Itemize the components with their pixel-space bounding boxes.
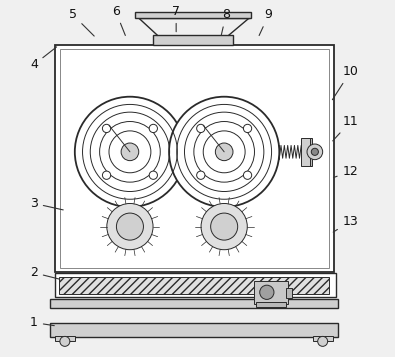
Text: 9: 9 [259,9,273,35]
Circle shape [318,336,328,346]
Bar [50,300,338,308]
Bar [254,281,288,304]
Circle shape [102,124,111,132]
Circle shape [211,213,238,240]
Circle shape [307,144,323,160]
Text: 1: 1 [30,316,54,329]
Circle shape [117,213,143,240]
Text: 10: 10 [332,65,358,100]
Circle shape [215,143,233,161]
Text: 12: 12 [333,165,358,178]
Circle shape [201,203,247,250]
Circle shape [75,97,185,207]
Text: 4: 4 [30,47,56,71]
Circle shape [149,171,158,179]
Circle shape [121,143,139,161]
Circle shape [149,124,158,132]
Text: 3: 3 [30,197,63,210]
Text: 13: 13 [333,215,358,232]
Bar [60,49,329,268]
Circle shape [243,171,252,179]
Bar [50,323,338,337]
Circle shape [169,97,279,207]
Bar [301,137,311,166]
Bar [256,302,286,307]
Bar [55,273,336,297]
Circle shape [102,171,111,179]
Circle shape [107,203,153,250]
Circle shape [243,124,252,132]
Circle shape [60,336,70,346]
Circle shape [260,285,274,300]
Text: 2: 2 [30,266,60,279]
Circle shape [197,124,205,132]
Text: 5: 5 [69,9,94,36]
Circle shape [311,148,318,155]
Bar [135,12,251,18]
Bar [59,277,329,294]
Circle shape [197,171,205,179]
Bar [313,336,333,341]
Text: 6: 6 [112,5,125,35]
Text: 7: 7 [172,5,180,32]
Bar [286,288,292,298]
Text: 11: 11 [333,115,358,141]
Bar [310,137,312,166]
Bar [153,35,233,45]
Bar [55,45,335,272]
Text: 8: 8 [221,9,230,35]
Bar [55,336,75,341]
